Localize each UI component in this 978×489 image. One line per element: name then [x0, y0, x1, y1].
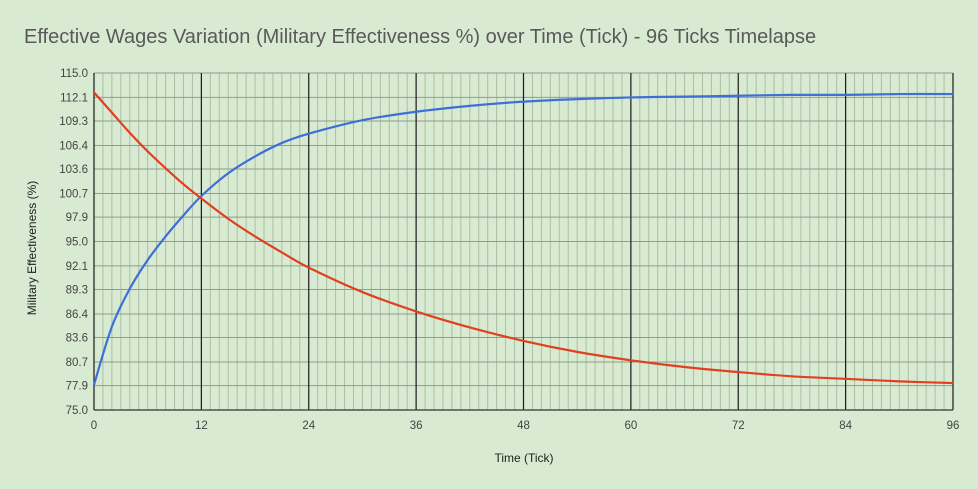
x-tick-label: 84 — [839, 420, 852, 432]
y-tick-label: 112.1 — [60, 92, 88, 104]
chart-title: Effective Wages Variation (Military Effe… — [24, 26, 816, 48]
y-tick-label: 100.7 — [59, 188, 88, 200]
y-tick-label: 77.9 — [66, 381, 88, 393]
series-line-1 — [92, 92, 955, 386]
y-axis-title: Military Effectiveness (%) — [25, 181, 39, 315]
x-tick-label: 60 — [624, 420, 637, 432]
x-tick-label: 24 — [302, 420, 315, 432]
y-tick-label: 106.4 — [59, 140, 88, 152]
x-tick-label: 12 — [195, 420, 208, 432]
gridlines — [93, 72, 954, 411]
y-tick-label: 103.6 — [59, 164, 88, 176]
x-tick-label: 72 — [732, 420, 745, 432]
y-tick-label: 83.6 — [66, 333, 88, 345]
axes: 75.0 77.9 80.7 83.6 86.4 89.3 92.1 95.0 97.9 100.… — [59, 68, 959, 432]
y-tick-label: 97.9 — [66, 212, 88, 224]
y-tick-label: 89.3 — [66, 285, 88, 297]
x-tick-label: 96 — [947, 420, 960, 432]
y-tick-label: 86.4 — [66, 309, 89, 321]
series-lines — [92, 91, 955, 386]
y-tick-label: 109.3 — [59, 116, 88, 128]
x-tick-label: 36 — [410, 420, 423, 432]
y-tick-label: 92.1 — [66, 261, 88, 273]
series-line-2 — [92, 91, 955, 385]
x-axis-title: Time (Tick) — [494, 451, 553, 465]
y-tick-label: 95.0 — [66, 237, 88, 249]
y-tick-label: 75.0 — [66, 405, 88, 417]
x-tick-label: 48 — [517, 420, 530, 432]
y-tick-label: 115.0 — [60, 68, 88, 80]
x-tick-label: 0 — [91, 420, 97, 432]
y-tick-label: 80.7 — [66, 357, 88, 369]
